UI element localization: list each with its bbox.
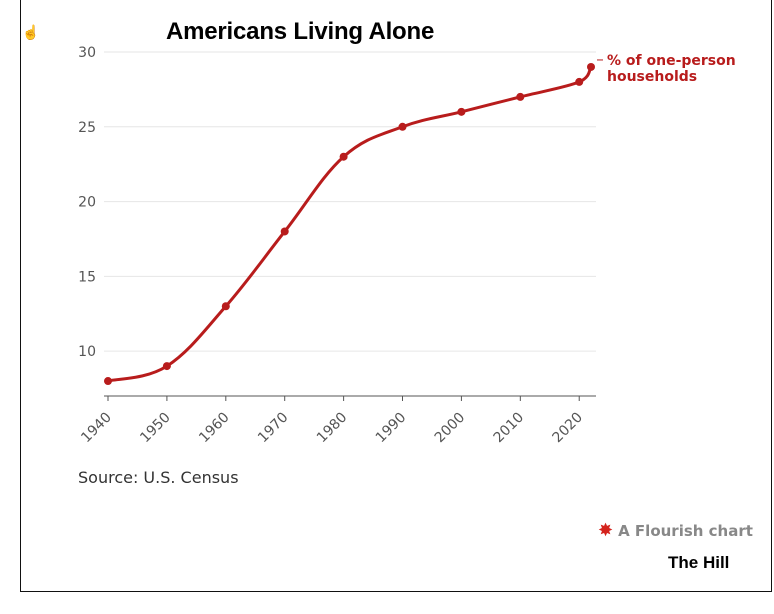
chart-frame bbox=[20, 0, 772, 592]
x-axis-ticks: 1940 1950 1960 1970 1980 1990 2000 2010 2020 bbox=[78, 396, 586, 446]
series-points bbox=[104, 62, 595, 386]
data-point-1940[interactable] bbox=[104, 377, 112, 386]
x-tick-label-1960: 1960 bbox=[196, 410, 233, 447]
hand-pointer-icon: ☝ bbox=[22, 24, 40, 40]
x-tick-label-1940: 1940 bbox=[78, 410, 115, 447]
data-point-2020[interactable] bbox=[575, 77, 584, 86]
y-tick-label-15: 15 bbox=[78, 269, 96, 285]
x-tick-label-2020: 2020 bbox=[550, 410, 587, 447]
x-tick-label-2010: 2010 bbox=[491, 410, 528, 447]
series-label: % of one-person households bbox=[607, 53, 736, 85]
data-point-1980[interactable] bbox=[339, 152, 348, 161]
flourish-credit-label: A Flourish chart bbox=[618, 522, 753, 540]
y-tick-label-25: 25 bbox=[78, 120, 96, 136]
brand-label: The Hill bbox=[668, 553, 730, 572]
x-tick-label-1990: 1990 bbox=[373, 410, 410, 447]
series-line bbox=[106, 65, 593, 383]
data-point-2000[interactable] bbox=[457, 107, 466, 116]
y-tick-label-10: 10 bbox=[78, 344, 96, 360]
data-point-2010[interactable] bbox=[516, 92, 525, 101]
flourish-star-icon: ✸ bbox=[598, 520, 614, 541]
series-label-line-2: households bbox=[607, 69, 697, 85]
data-point-2022[interactable] bbox=[587, 62, 595, 71]
series-label-line-1: % of one-person bbox=[607, 53, 736, 69]
data-point-1950[interactable] bbox=[162, 362, 171, 371]
source-note: Source: U.S. Census bbox=[78, 468, 239, 487]
y-axis-ticks: 10 15 20 25 30 bbox=[78, 45, 96, 360]
x-tick-label-1950: 1950 bbox=[137, 410, 174, 447]
y-tick-label-20: 20 bbox=[78, 195, 96, 211]
x-tick-label-1980: 1980 bbox=[314, 410, 351, 447]
data-point-1960[interactable] bbox=[221, 302, 230, 311]
y-tick-label-30: 30 bbox=[78, 45, 96, 61]
x-tick-label-2000: 2000 bbox=[432, 410, 469, 447]
chart-title: Americans Living Alone bbox=[166, 18, 435, 45]
data-point-1970[interactable] bbox=[280, 227, 289, 236]
x-tick-label-1970: 1970 bbox=[255, 410, 292, 447]
flourish-credit[interactable]: ✸ A Flourish chart bbox=[598, 520, 753, 541]
data-point-1990[interactable] bbox=[398, 122, 407, 131]
